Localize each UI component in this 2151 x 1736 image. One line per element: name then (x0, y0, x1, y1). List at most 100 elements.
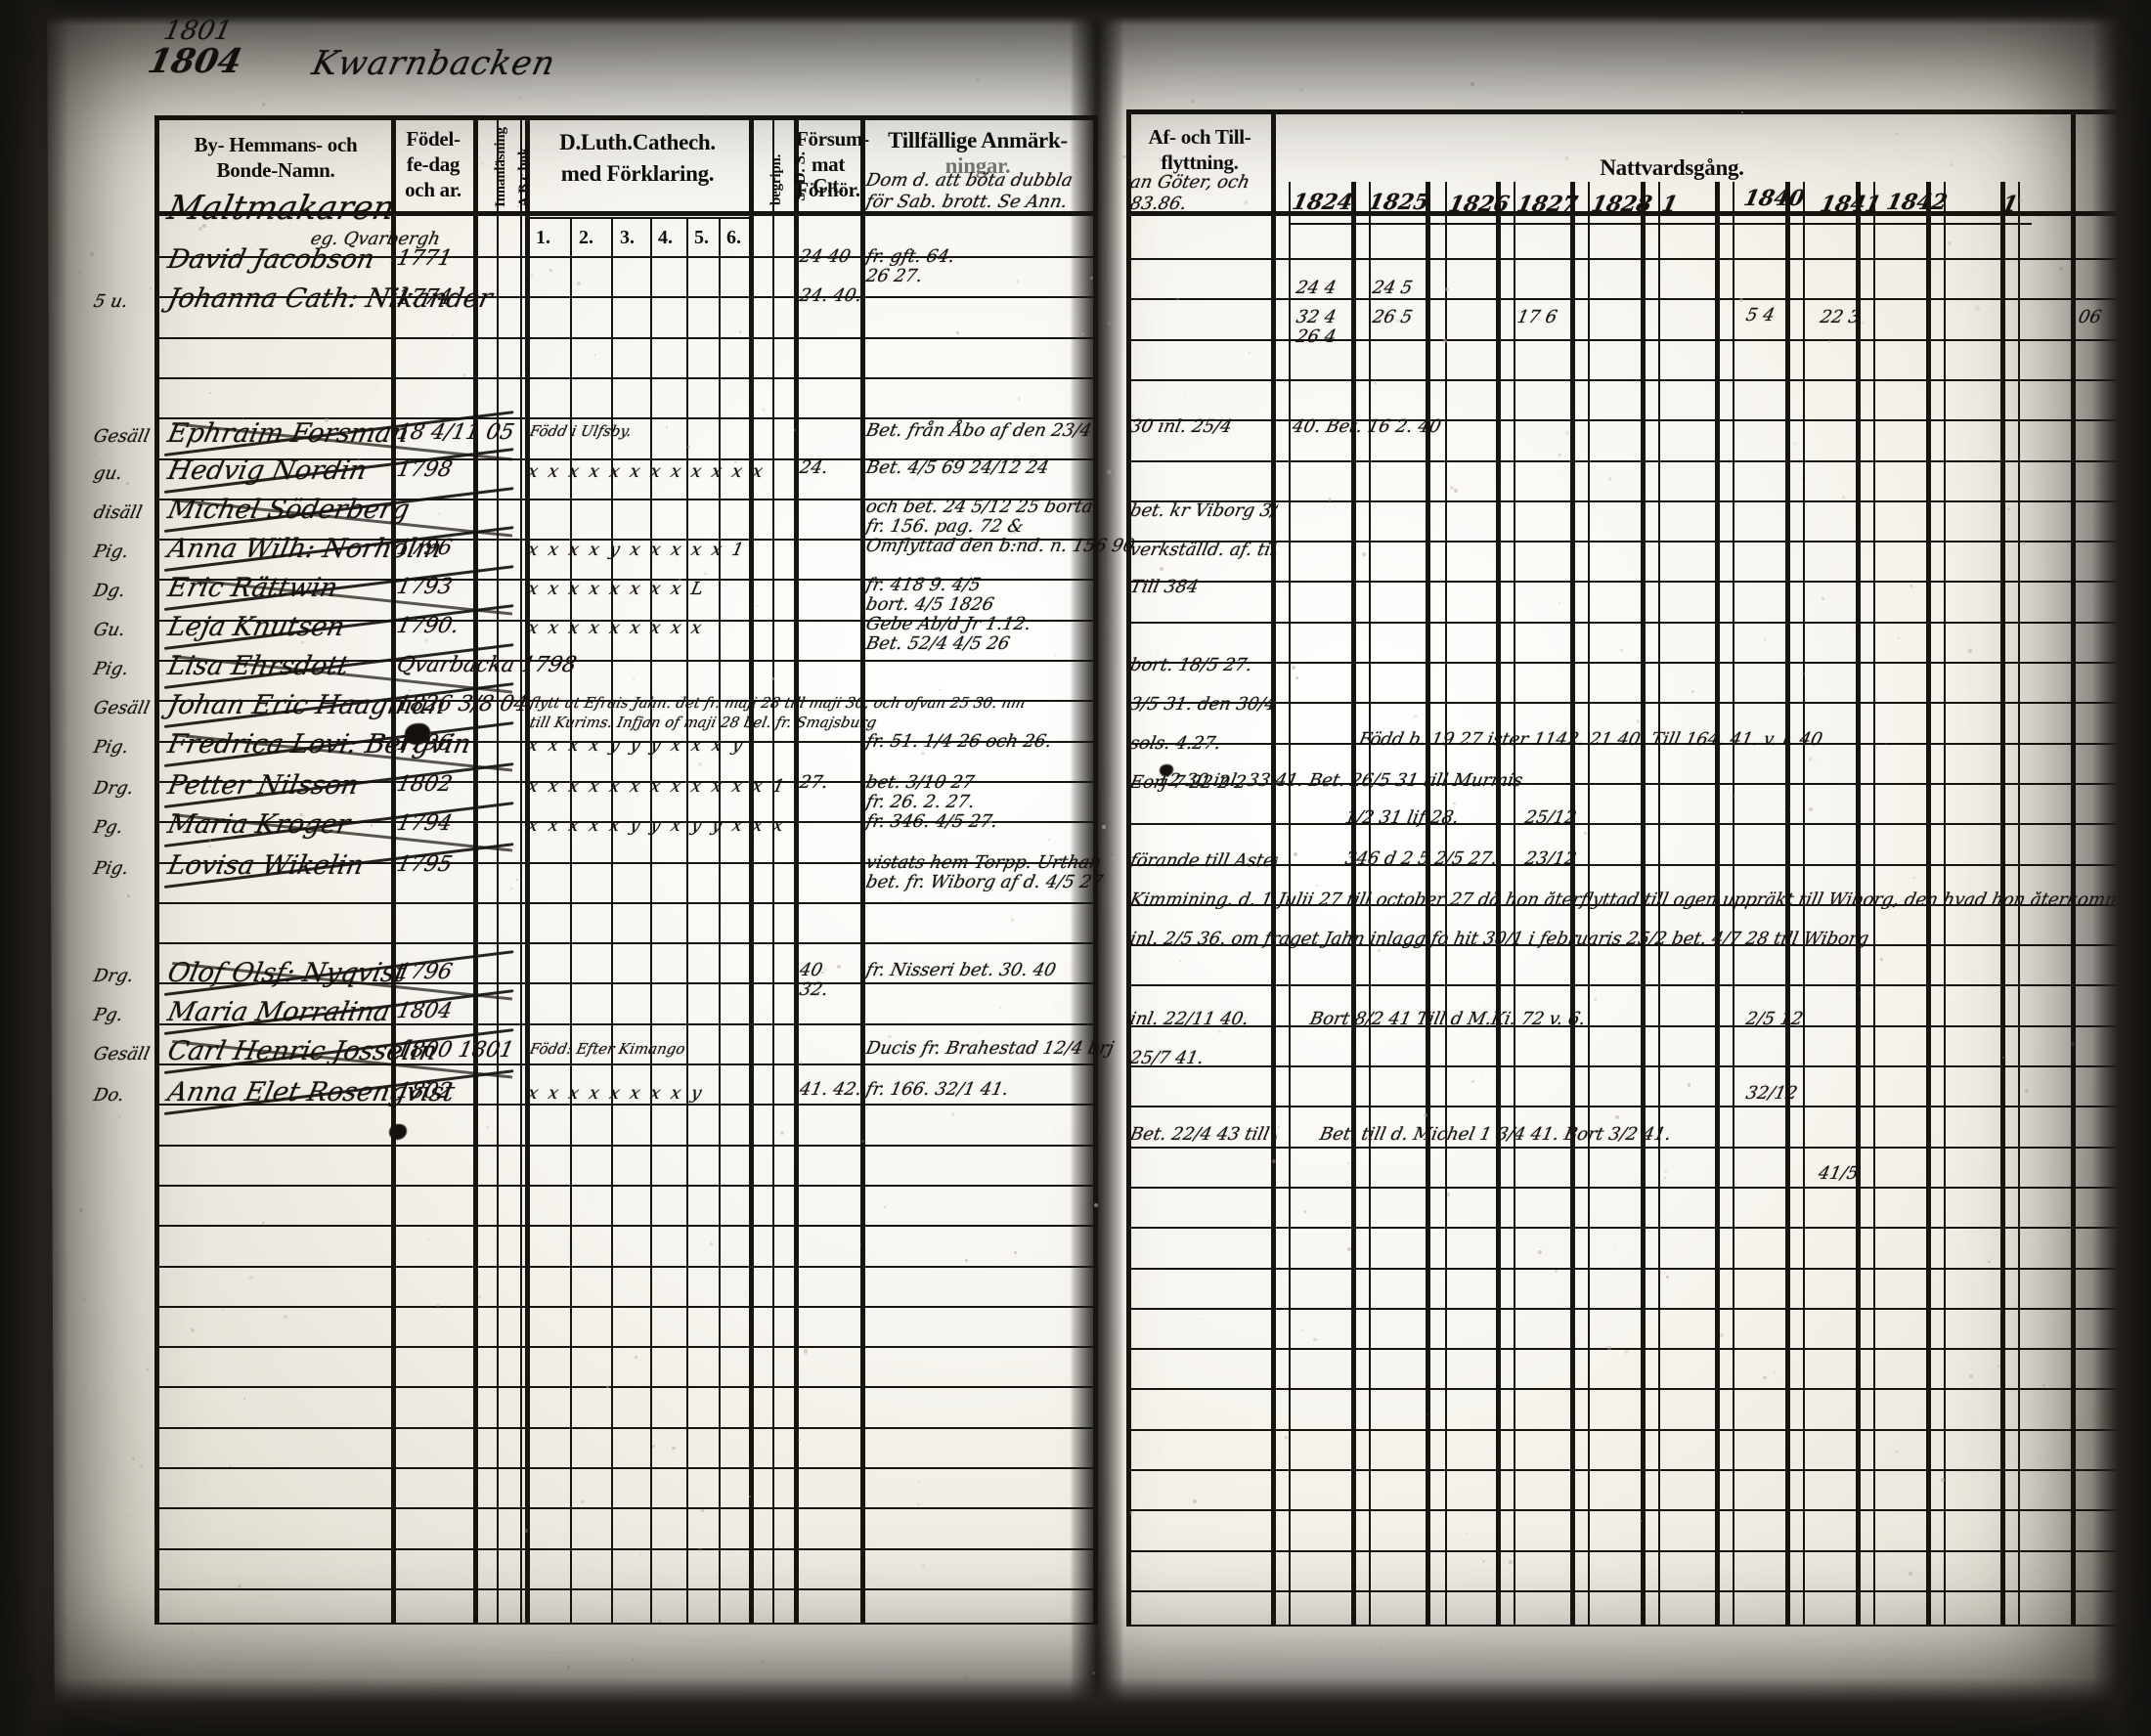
paper-speck (288, 723, 290, 725)
paper-speck (1538, 1250, 1542, 1254)
paper-speck (1295, 675, 1299, 679)
paper-speck (983, 1433, 985, 1436)
paper-speck (1665, 1276, 1669, 1280)
right-subrule-a (1289, 182, 1291, 1625)
paper-speck (194, 1341, 196, 1343)
paper-speck (532, 784, 535, 788)
migration-note: Till 384 (1128, 579, 1201, 596)
paper-speck (78, 271, 82, 275)
paper-speck (771, 676, 775, 680)
paper-speck (1772, 1370, 1777, 1375)
paper-speck (1427, 1414, 1428, 1416)
year-label-1840: 1840 (1741, 186, 1807, 211)
communion-entry: 24 4 (1294, 278, 1339, 298)
paper-speck (468, 1013, 471, 1015)
paper-speck (248, 1276, 253, 1280)
paper-speck (1465, 1532, 1467, 1535)
paper-speck (1112, 856, 1115, 859)
person-remarks: fr. 166. 32/1 41. (863, 1079, 1011, 1100)
paper-speck (82, 1384, 87, 1389)
row-rule-right (1126, 1550, 2135, 1552)
person-role: gu. (91, 463, 125, 484)
row-rule-left (154, 499, 1093, 500)
communion-entry: 41/5 (1816, 1163, 1861, 1184)
paper-speck (597, 1321, 599, 1323)
row-rule-left (154, 1225, 1093, 1227)
catech-number-1: 1. (536, 227, 550, 248)
left-col-rule-abc (520, 115, 522, 1625)
person-remarks: fr. Nisseri bet. 30. 40 (863, 960, 1058, 980)
right-year-rule-1826 (1496, 182, 1501, 1625)
row-rule-left (154, 1063, 1093, 1065)
row-rule-right (1126, 298, 2135, 300)
paper-speck (301, 641, 305, 644)
paper-speck (549, 268, 552, 273)
left-col-rule-names (391, 115, 396, 1625)
communion-entry: 23/12 (1522, 848, 1579, 869)
paper-speck (687, 445, 691, 450)
paper-speck (1444, 287, 1449, 291)
communion-entry: 32/12 (1743, 1083, 1800, 1104)
paper-speck (1424, 1113, 1427, 1117)
paper-speck (900, 899, 903, 903)
person-role: Pig. (91, 858, 131, 879)
paper-speck (1624, 1350, 1629, 1354)
paper-speck (982, 220, 984, 222)
paper-speck (128, 1514, 133, 1519)
paper-speck (339, 738, 342, 741)
paper-speck (803, 1349, 808, 1354)
paper-speck (1218, 1030, 1221, 1033)
paper-speck (631, 1659, 634, 1661)
paper-speck (1821, 596, 1825, 601)
right-col-rule-migration (1271, 109, 1276, 1625)
paper-speck (917, 1481, 920, 1484)
row-rule-right (1126, 541, 2135, 542)
paper-speck (298, 174, 301, 177)
paper-speck (229, 1464, 231, 1467)
right-table-bottom-rule (1126, 1625, 2135, 1627)
paper-speck (325, 418, 329, 423)
communion-entry: 26 4 (1294, 326, 1339, 347)
migration-note: förande till Asteralt (1128, 852, 1279, 870)
paper-speck (818, 621, 820, 624)
paper-speck (79, 1207, 84, 1212)
paper-speck (1017, 397, 1022, 401)
right-header-bottom-rule (1126, 211, 2135, 216)
paper-speck (365, 319, 368, 321)
left-catech-rule-3 (650, 217, 652, 1625)
paper-speck (189, 1630, 192, 1633)
person-remarks: 26 27. (863, 266, 925, 286)
paper-speck (605, 1384, 610, 1389)
paper-speck (1554, 1270, 1558, 1274)
paper-speck (1202, 1318, 1204, 1321)
paper-speck (1801, 672, 1805, 676)
row-rule-left (154, 1386, 1093, 1388)
ink-blot (405, 723, 430, 745)
paper-speck (515, 878, 519, 882)
paper-speck (1272, 1159, 1277, 1164)
row-rule-right (1126, 984, 2135, 986)
row-rule-right (1126, 1469, 2135, 1471)
header-forsummat-line3: Förhör. (796, 178, 860, 201)
left-table-bottom-rule (154, 1623, 1093, 1625)
paper-speck (485, 1125, 490, 1129)
paper-speck (1413, 715, 1418, 719)
village-heading: Kwarnbacken (308, 44, 559, 83)
paper-speck (1380, 1646, 1382, 1648)
right-subrule-d (1514, 182, 1515, 1625)
paper-speck (1583, 832, 1587, 836)
left-catech-rule-1 (570, 217, 572, 1625)
paper-speck (1739, 1656, 1741, 1658)
row-rule-right (1126, 823, 2135, 825)
paper-speck (1101, 825, 1106, 830)
paper-speck (140, 1464, 144, 1468)
paper-speck (593, 354, 596, 356)
row-rule-left (154, 1266, 1093, 1268)
person-catech-note: Född i Ulfsby. (528, 422, 634, 440)
person-role: Gesäll (91, 698, 152, 718)
row-rule-left (154, 700, 1093, 702)
year-label-1827: 1827 (1514, 192, 1580, 217)
paper-speck (1788, 808, 1792, 812)
person-role: Do. (91, 1085, 127, 1106)
